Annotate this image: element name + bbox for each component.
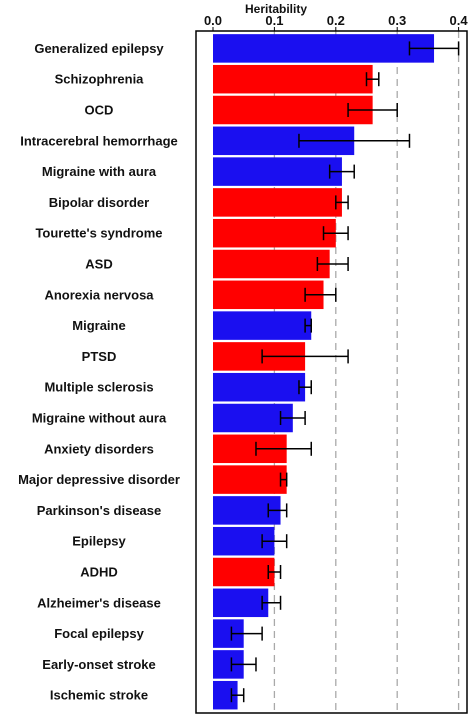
bar [213,188,342,217]
bars [213,34,435,710]
category-label: Early-onset stroke [42,657,155,672]
bar [213,218,336,248]
category-label: OCD [85,103,114,118]
category-label: Tourette's syndrome [35,226,162,241]
category-label: Focal epilepsy [54,626,144,641]
category-label: Multiple sclerosis [44,380,153,395]
bar [213,465,287,494]
category-label: Anxiety disorders [44,441,154,456]
category-label: Migraine [72,318,125,333]
bar [213,64,373,94]
bar [213,311,312,340]
category-label: Intracerebral hemorrhage [20,133,178,148]
category-label: Bipolar disorder [49,195,149,210]
category-label: Migraine without aura [32,411,167,426]
x-tick-label: 0.1 [265,13,283,28]
category-label: Migraine with aura [42,164,157,179]
category-label: PTSD [82,349,117,364]
category-label: Epilepsy [72,534,126,549]
bar [213,157,342,186]
category-label: Generalized epilepsy [34,41,164,56]
error-bars [230,41,460,703]
plot-frame [195,30,468,714]
category-label: Alzheimer's disease [37,595,161,610]
x-axis-ticks: 0.0 0.1 0.2 0.3 0.4 [204,13,468,31]
x-tick-label: 0.2 [327,13,345,28]
bar [213,588,269,618]
category-label: Parkinson's disease [37,503,162,518]
category-label: ASD [85,257,112,272]
bar [213,95,373,125]
category-label: Schizophrenia [55,72,145,87]
bar [213,372,306,402]
category-label: Major depressive disorder [18,472,180,487]
bar [213,403,293,433]
category-label: ADHD [80,565,118,580]
x-tick-label: 0.3 [388,13,406,28]
bar [213,557,275,587]
category-label: Ischemic stroke [50,688,148,703]
bar [213,249,330,279]
chart-title: Heritability [245,2,307,16]
bar [213,34,435,63]
category-labels: Generalized epilepsy Schizophrenia OCD Intr… [18,41,180,703]
x-tick-label: 0.4 [450,13,469,28]
category-label: Anorexia nervosa [44,287,154,302]
x-tick-label: 0.0 [204,13,222,28]
